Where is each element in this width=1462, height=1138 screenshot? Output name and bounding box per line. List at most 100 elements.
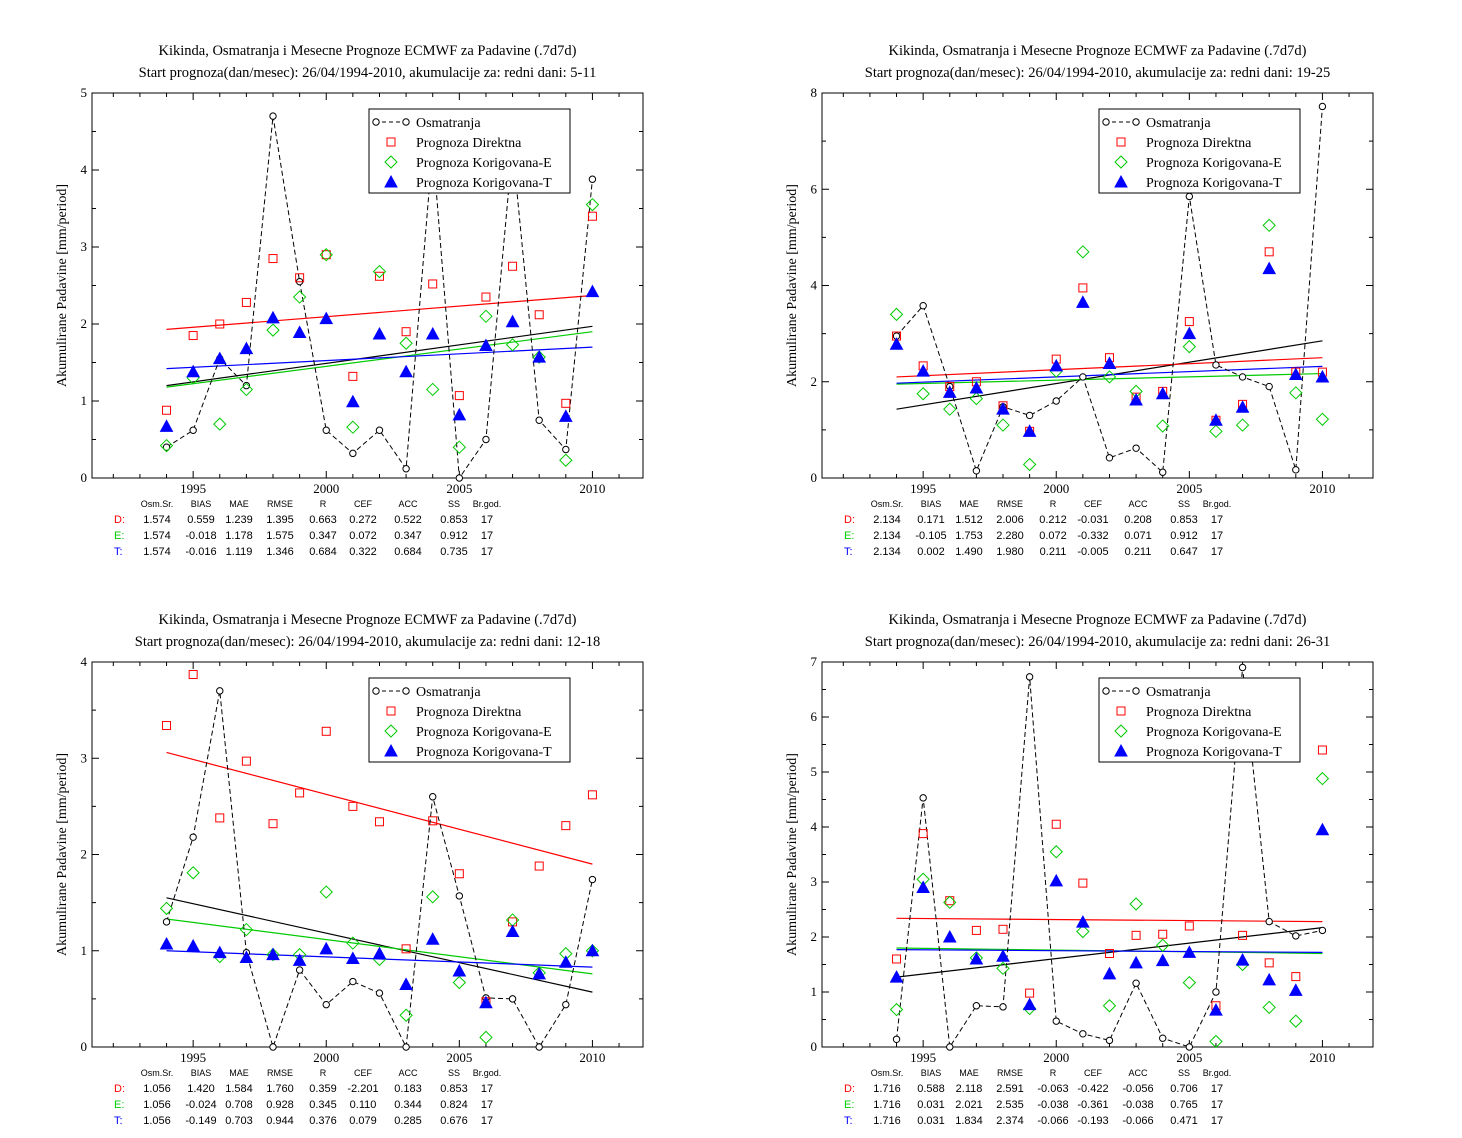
chart-subtitle: Start prognoza(dan/mesec): 26/04/1994-20… bbox=[865, 65, 1330, 81]
stats-value: 0.322 bbox=[349, 546, 377, 558]
legend-marker bbox=[372, 687, 380, 695]
data-point bbox=[535, 416, 543, 424]
data-point bbox=[241, 756, 251, 766]
legend-item: Prognoza Korigovana-E bbox=[384, 724, 552, 740]
data-point bbox=[1292, 932, 1300, 940]
stats-header: R bbox=[1050, 499, 1057, 509]
data-point bbox=[1315, 771, 1330, 786]
stats-value: -0.038 bbox=[1122, 1099, 1153, 1111]
stats-value: 2.535 bbox=[996, 1099, 1024, 1111]
stats-value: 0.031 bbox=[917, 1099, 945, 1111]
data-point bbox=[1022, 997, 1037, 1011]
data-point bbox=[162, 405, 172, 415]
legend-item: Prognoza Korigovana-T bbox=[384, 174, 552, 191]
legend-label: Prognoza Korigovana-E bbox=[416, 725, 552, 740]
stats-value: -0.031 bbox=[1077, 514, 1108, 526]
data-point bbox=[919, 794, 927, 802]
stats-value: 1.346 bbox=[266, 546, 294, 558]
data-point bbox=[399, 336, 413, 350]
stats-value: 1.395 bbox=[266, 514, 294, 526]
y-tick-label: 5 bbox=[811, 764, 818, 779]
stats-value: 0.703 bbox=[225, 1115, 253, 1127]
data-point bbox=[1264, 958, 1274, 968]
data-point bbox=[186, 364, 200, 378]
stats-value: -0.332 bbox=[1077, 530, 1108, 542]
data-point bbox=[1129, 392, 1143, 406]
legend-label: Prognoza Korigovana-T bbox=[416, 745, 552, 760]
stats-header: SS bbox=[448, 499, 460, 509]
stats-value: 17 bbox=[481, 514, 493, 526]
data-point bbox=[889, 970, 904, 983]
legend-marker bbox=[1114, 155, 1128, 169]
chart-panel-1: Kikinda, Osmatranja i Mesecne Prognoze E… bbox=[55, 43, 644, 558]
stats-value: 0.647 bbox=[1170, 546, 1198, 558]
series-prognoza-korigovana-t bbox=[889, 822, 1330, 1016]
stats-value: 0.347 bbox=[394, 530, 422, 542]
chart-panel-3: Kikinda, Osmatranja i Mesecne Prognoze E… bbox=[55, 612, 644, 1127]
stats-value: 17 bbox=[481, 1083, 493, 1095]
data-point bbox=[429, 793, 437, 801]
y-tick-label: 2 bbox=[811, 374, 818, 389]
legend-item: Prognoza Direktna bbox=[386, 705, 522, 720]
data-point bbox=[372, 326, 387, 340]
stats-value: -0.066 bbox=[1122, 1115, 1153, 1127]
stats-value: 0.912 bbox=[1170, 530, 1198, 542]
stats-value: 0.272 bbox=[349, 514, 377, 526]
stats-value: 0.171 bbox=[917, 514, 945, 526]
data-point bbox=[1159, 1034, 1167, 1042]
stats-value: 1.753 bbox=[955, 530, 983, 542]
stats-value: 1.178 bbox=[225, 530, 253, 542]
data-point bbox=[239, 382, 254, 397]
stats-row-label: D: bbox=[844, 514, 855, 526]
y-axis-label: Akumulirane Padavine [mm/period] bbox=[55, 753, 70, 956]
legend-marker bbox=[1116, 137, 1126, 147]
series-prognoza-korigovana-e bbox=[889, 218, 1330, 472]
legend-item: Prognoza Korigovana-E bbox=[384, 155, 552, 171]
data-point bbox=[946, 1043, 954, 1051]
legend-marker bbox=[1114, 743, 1128, 757]
data-point bbox=[1182, 945, 1197, 958]
data-point bbox=[372, 946, 387, 960]
stats-value: 17 bbox=[1211, 1099, 1223, 1111]
stats-value: 0.663 bbox=[309, 514, 337, 526]
y-tick-label: 2 bbox=[811, 929, 818, 944]
stats-value: 17 bbox=[481, 530, 493, 542]
stats-table: Osm.Sr. BIAS MAE RMSE R CEF ACC SS Br.god. D: 1.05… bbox=[114, 1068, 501, 1127]
chart-panel-4: Kikinda, Osmatranja i Mesecne Prognoze E… bbox=[785, 612, 1374, 1127]
legend: Osmatranja Prognoza Direktna Prognoza Kori… bbox=[368, 108, 571, 194]
stats-value: 2.134 bbox=[873, 546, 901, 558]
stats-value: 1.584 bbox=[225, 1083, 253, 1095]
data-point bbox=[999, 1003, 1007, 1011]
stats-value: 0.588 bbox=[917, 1083, 945, 1095]
trend-line bbox=[166, 897, 593, 993]
chart-subtitle: Start prognoza(dan/mesec): 26/04/1994-20… bbox=[135, 634, 600, 650]
data-point bbox=[479, 309, 493, 324]
data-point bbox=[186, 866, 200, 880]
data-point bbox=[1291, 972, 1301, 982]
legend-marker bbox=[1102, 687, 1110, 695]
y-tick-label: 4 bbox=[811, 278, 818, 293]
stats-value: 0.824 bbox=[440, 1099, 468, 1111]
stats-value: 2.021 bbox=[955, 1099, 983, 1111]
legend-item: Osmatranja bbox=[372, 116, 481, 131]
stats-value: -0.149 bbox=[185, 1115, 216, 1127]
stats-row-label: D: bbox=[114, 514, 125, 526]
stats-value: 0.912 bbox=[440, 530, 468, 542]
series-osmatranja bbox=[162, 687, 597, 1051]
data-point bbox=[189, 426, 197, 434]
chart-title: Kikinda, Osmatranja i Mesecne Prognoze E… bbox=[889, 612, 1307, 628]
stats-header: Osm.Sr. bbox=[141, 499, 174, 509]
data-point bbox=[532, 350, 546, 364]
data-point bbox=[1131, 930, 1141, 940]
stats-header: Br.god. bbox=[473, 499, 502, 509]
data-point bbox=[455, 892, 464, 900]
trend-line bbox=[896, 365, 1323, 384]
data-point bbox=[998, 924, 1008, 934]
data-point bbox=[454, 869, 464, 879]
data-point bbox=[1288, 983, 1303, 996]
stats-value: 2.280 bbox=[996, 530, 1024, 542]
stats-value: 0.853 bbox=[440, 514, 468, 526]
data-point bbox=[1022, 457, 1037, 472]
data-point bbox=[292, 325, 307, 338]
legend-item: Prognoza Direktna bbox=[386, 136, 522, 151]
